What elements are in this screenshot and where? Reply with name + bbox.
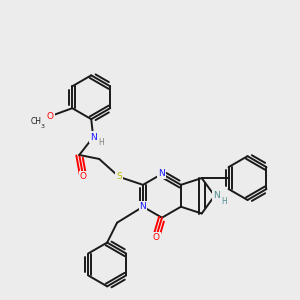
Text: H: H — [98, 137, 104, 146]
Text: O: O — [152, 233, 160, 242]
Text: O: O — [47, 112, 54, 121]
Text: N: N — [213, 191, 220, 200]
Text: N: N — [140, 202, 146, 211]
Text: CH: CH — [31, 117, 42, 126]
Text: 3: 3 — [40, 124, 44, 129]
Text: N: N — [159, 169, 165, 178]
Text: N: N — [90, 133, 97, 142]
Text: O: O — [80, 172, 87, 182]
Text: S: S — [116, 172, 122, 182]
Text: H: H — [222, 197, 227, 206]
